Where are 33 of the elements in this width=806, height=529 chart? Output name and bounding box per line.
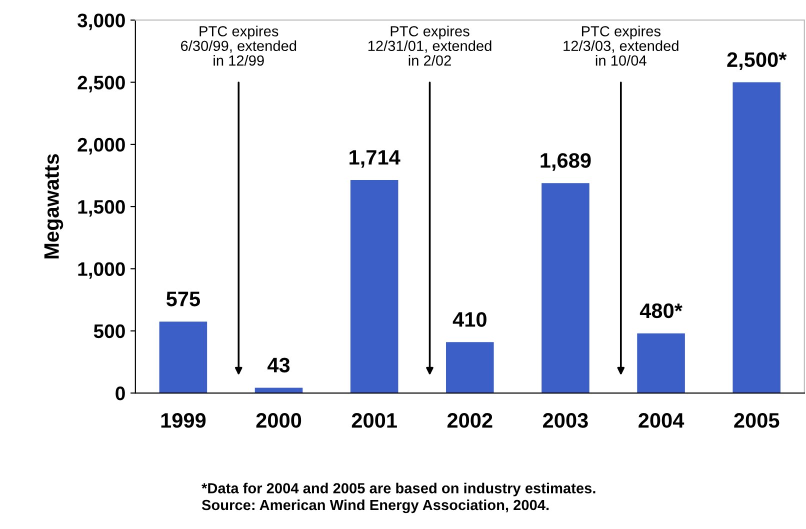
bar <box>637 333 685 394</box>
y-tick-label: 1,500 <box>78 200 125 217</box>
y-tick-label: 2,000 <box>78 138 125 154</box>
y-tick-label: 3,000 <box>77 14 125 30</box>
x-tick-label: 2000 <box>256 413 302 428</box>
y-axis-title: Megawatts <box>44 154 64 258</box>
bar <box>159 322 208 394</box>
y-tick-label: 500 <box>94 324 125 338</box>
annotation: PTC expires 6/30/99, extended in 12/99 <box>180 26 296 66</box>
y-tick-label: 1,000 <box>78 262 125 279</box>
data-label: 480* <box>640 303 682 318</box>
annotation: PTC expires 12/31/01, extended in 2/02 <box>368 26 492 66</box>
data-label: 2,500* <box>727 52 787 70</box>
bar <box>446 342 494 394</box>
bar <box>350 180 398 394</box>
x-tick-label: 2003 <box>543 413 588 428</box>
x-tick-label: 2001 <box>352 413 397 428</box>
data-label: 1,689 <box>540 153 591 171</box>
x-tick-label: 2002 <box>447 413 492 428</box>
bar <box>732 82 780 394</box>
y-tick-label: 2,500 <box>78 76 125 92</box>
data-label: 43 <box>267 358 290 372</box>
x-tick-label: 2004 <box>638 413 684 428</box>
bar <box>254 388 303 394</box>
annotation: PTC expires 12/3/03, extended in 10/04 <box>564 26 678 66</box>
y-tick-label: 0 <box>116 386 125 400</box>
data-label: 410 <box>452 312 486 327</box>
x-tick-label: 2005 <box>734 413 780 428</box>
data-label: 575 <box>166 292 200 306</box>
data-label: 1,714 <box>350 150 400 168</box>
text: *Data for 2004 and 2005 are based on industry estimates. Source: American Wind Energy Association, 2004. <box>202 482 596 514</box>
x-tick-label: 1999 <box>161 413 206 428</box>
bar <box>542 183 590 394</box>
